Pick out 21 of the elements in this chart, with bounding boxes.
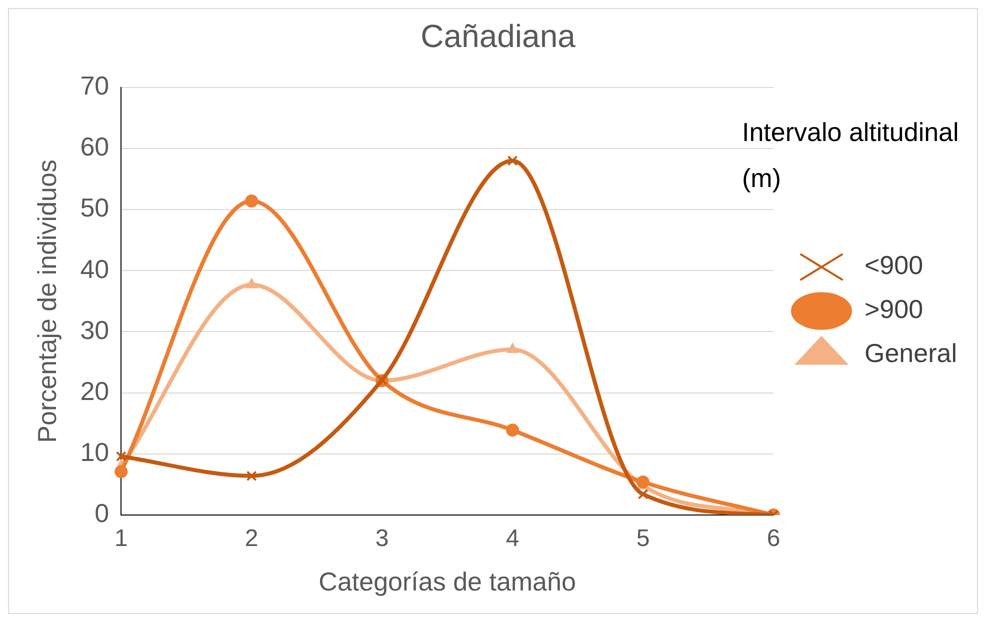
- x-tick-label: 6: [766, 525, 780, 552]
- x-tick-label: 5: [636, 525, 650, 552]
- y-tick-label: 20: [80, 376, 110, 406]
- chart-title: Cañadiana: [420, 18, 576, 54]
- legend-title: Intervalo altitudinal (m): [742, 116, 960, 195]
- y-axis-title: Porcentaje de individuos: [32, 160, 62, 443]
- x-tick-label: 3: [375, 525, 389, 552]
- y-tick-label: 10: [80, 437, 110, 468]
- x-tick-label: 2: [244, 525, 258, 552]
- x-tick-label: 1: [114, 525, 128, 552]
- legend-label: <900: [864, 250, 924, 280]
- y-tick-label: 50: [80, 192, 110, 223]
- y-tick-label: 30: [80, 314, 110, 345]
- x-tick-label: 4: [506, 525, 520, 552]
- legend-label: >900: [864, 294, 924, 324]
- y-tick-label: 70: [80, 70, 110, 101]
- y-tick-label: 40: [80, 254, 110, 284]
- y-tick-label: 0: [94, 498, 110, 528]
- legend-label: General: [864, 338, 957, 368]
- x-axis-title: Categorías de tamaño: [318, 566, 576, 597]
- y-tick-label: 60: [80, 132, 110, 162]
